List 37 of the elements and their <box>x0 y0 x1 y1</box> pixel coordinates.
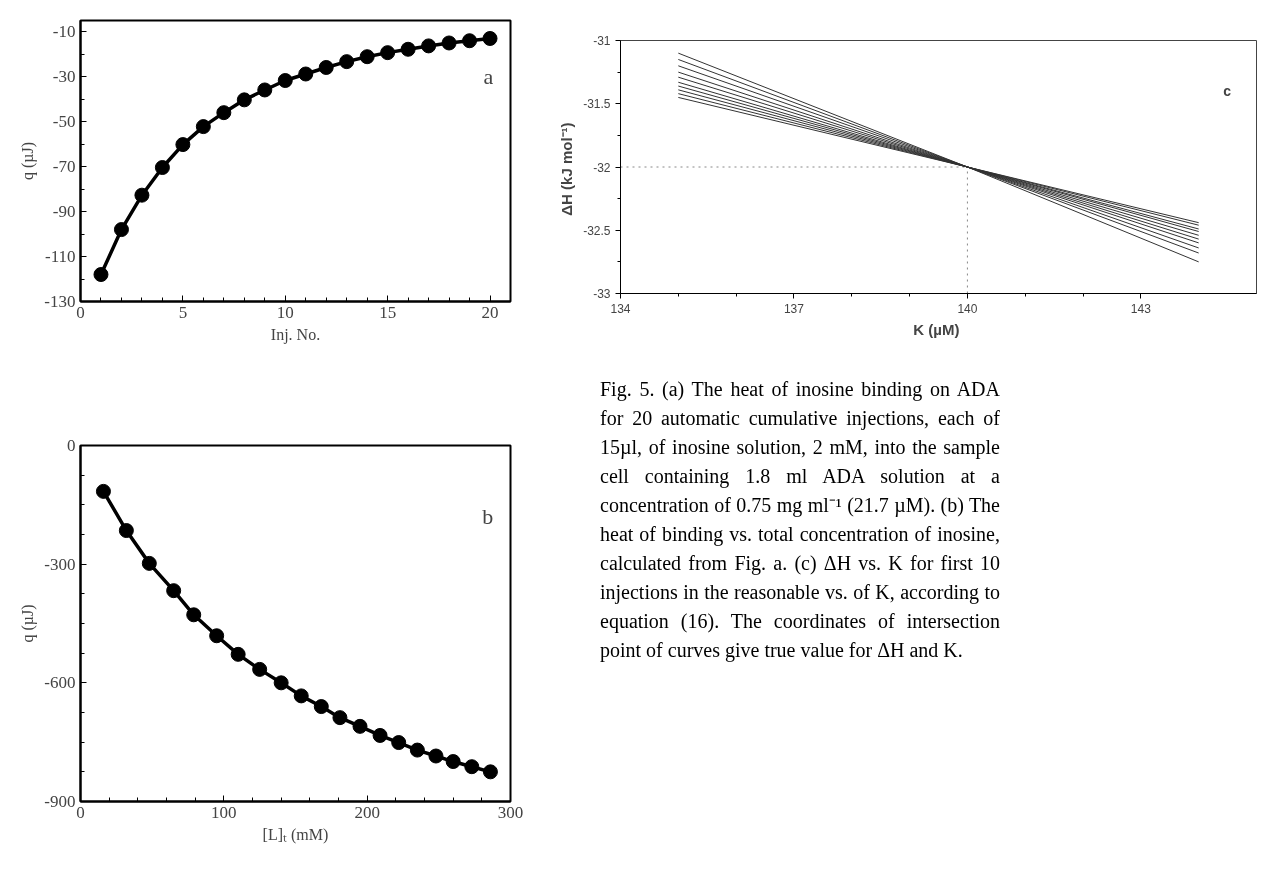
x-tick-label: 140 <box>957 301 978 316</box>
x-axis-title: Inj. No. <box>270 325 321 344</box>
x-tick-label: 10 <box>276 302 294 322</box>
x-tick-label: 100 <box>211 802 237 822</box>
y-tick-label: -50 <box>52 112 76 132</box>
x-tick-label: 5 <box>178 302 188 322</box>
y-tick-label: -32 <box>593 160 611 175</box>
y-tick-label: -10 <box>52 22 76 42</box>
y-tick-label: -70 <box>52 157 76 177</box>
y-tick-label: 0 <box>67 436 76 455</box>
y-tick-label: -30 <box>52 67 76 87</box>
x-axis-title: [L]ₜ (mM) <box>262 825 329 844</box>
y-tick-label: -600 <box>44 673 76 693</box>
annotation: a <box>483 64 494 90</box>
annotation: c <box>1223 83 1232 100</box>
x-tick-label: 137 <box>783 301 805 316</box>
y-tick-label: -31 <box>593 34 611 48</box>
text: Fig. 5. (a) The heat of inosine binding on ADA for 20 automatic cumulative injections, each of 15µl, of inosine solution, 2 mM, into the sample cell containing 1.8 ml ADA solution at a concentration of 0.75 mg ml⁻¹ (21.7 µM). (b) The heat of binding vs. total concentration of inosine, calculated from Fig. a. (c) ΔH vs. K for first 10 injections in the reasonable vs. of K, according to equation (16). The coordinates of intersection point of curves give true value for ΔH and K. <box>600 378 1000 661</box>
y-tick-label: -900 <box>44 792 76 811</box>
y-tick-label: -32.5 <box>583 223 611 238</box>
x-tick-label: 20 <box>481 302 499 322</box>
y-axis-title: q (µJ) <box>19 141 38 181</box>
annotation: b <box>482 504 494 530</box>
x-axis-title: K (µM) <box>913 320 960 338</box>
y-axis-title: q (µJ) <box>19 604 38 643</box>
y-tick-label: -300 <box>44 554 76 574</box>
y-tick-label: -31.5 <box>583 97 611 112</box>
y-tick-label: -90 <box>52 202 76 222</box>
y-tick-label: -130 <box>44 292 76 311</box>
y-tick-label: -110 <box>44 247 76 267</box>
y-axis-title: ΔH (kJ mol⁻¹) <box>558 122 576 216</box>
x-tick-label: 200 <box>354 802 380 822</box>
x-tick-label: 15 <box>379 302 397 322</box>
x-tick-label: 134 <box>610 301 631 316</box>
y-tick-label: -33 <box>593 287 611 301</box>
x-tick-label: 300 <box>497 802 524 822</box>
x-tick-label: 143 <box>1130 301 1152 316</box>
